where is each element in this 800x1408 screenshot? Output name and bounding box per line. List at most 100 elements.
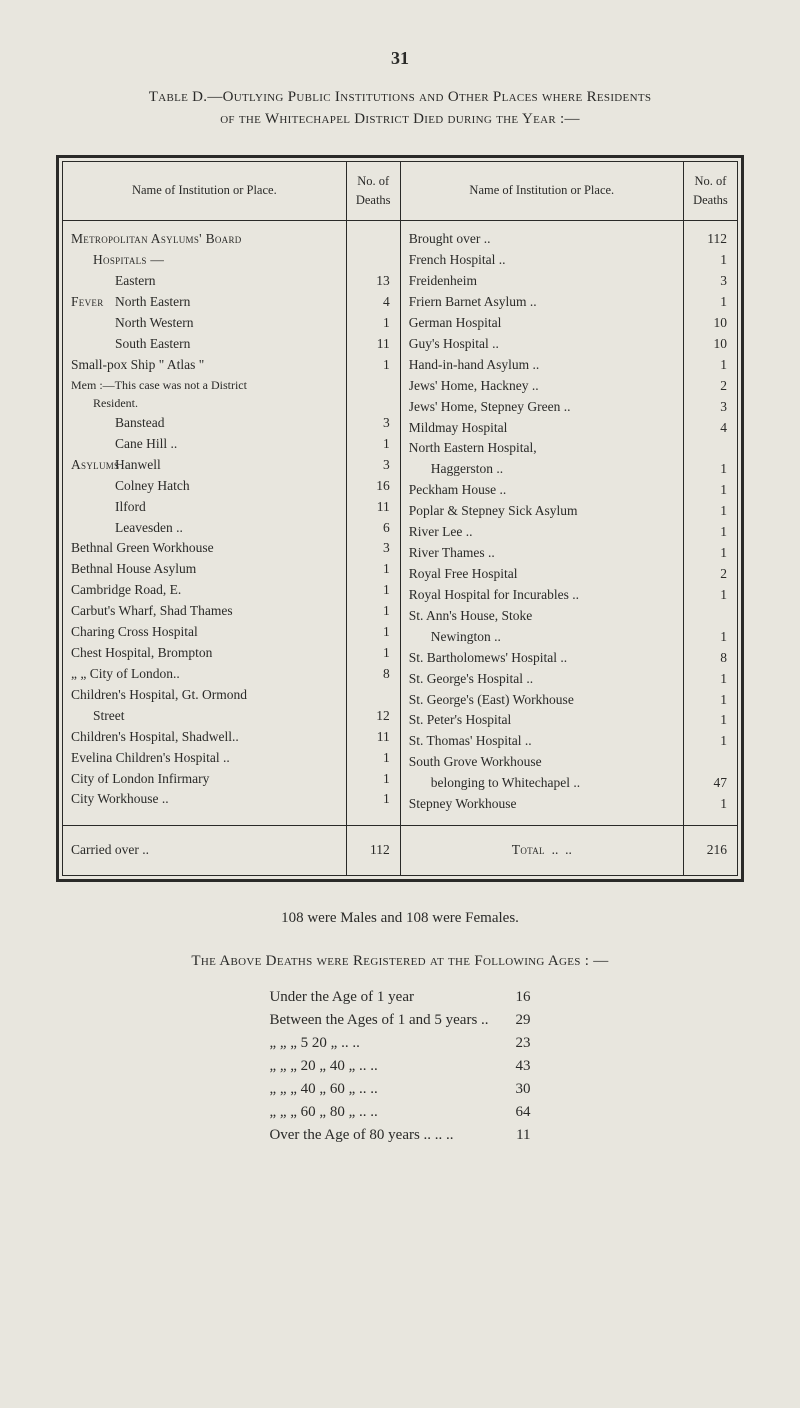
right-entry-label: German Hospital xyxy=(409,313,675,334)
left-entry-value: 11 xyxy=(353,727,390,748)
left-entry-value: 1 xyxy=(353,622,390,643)
left-entry-label: Mem :—This case was not a District xyxy=(71,376,338,395)
right-entry-label: Mildmay Hospital xyxy=(409,418,675,439)
ages-row: „ „ „ 20 „ 40 „ .. ..43 xyxy=(263,1055,536,1078)
right-entry-value: 1 xyxy=(690,669,727,690)
right-entry-value: 1 xyxy=(690,522,727,543)
right-entry-value: 4 xyxy=(690,418,727,439)
right-entry-value: 1 xyxy=(690,731,727,752)
right-entry-value: 10 xyxy=(690,334,727,355)
right-entry-value: 1 xyxy=(690,585,727,606)
table-frame-outer: Name of Institution or Place. No. of Dea… xyxy=(56,155,744,882)
left-entry-value xyxy=(353,394,390,413)
left-entry-value: 4 xyxy=(353,292,390,313)
left-entry-label: Carbut's Wharf, Shad Thames xyxy=(71,601,338,622)
right-entry-value: 1 xyxy=(690,292,727,313)
total-label-text: Total xyxy=(512,842,545,857)
right-entry-label: Brought over .. xyxy=(409,229,675,250)
page: 31 Table D.—Outlying Public Institutions… xyxy=(0,0,800,1408)
right-entry-label: Stepney Workhouse xyxy=(409,794,675,815)
right-entry-label: Friern Barnet Asylum .. xyxy=(409,292,675,313)
left-entry-label: Bethnal Green Workhouse xyxy=(71,538,338,559)
left-entry-label: Small-pox Ship " Atlas " xyxy=(71,355,338,376)
left-entry-label: Hospitals — xyxy=(71,250,338,271)
right-entry-label: St. Ann's House, Stoke xyxy=(409,606,675,627)
ages-value: 29 xyxy=(495,1009,537,1032)
right-entry-label: Royal Free Hospital xyxy=(409,564,675,585)
left-entry-value: 1 xyxy=(353,559,390,580)
left-entry-label: City Workhouse .. xyxy=(71,789,338,810)
left-entry-value: 11 xyxy=(353,334,390,355)
title-line-1: Table D.—Outlying Public Institutions an… xyxy=(149,89,652,105)
left-entry-value: 16 xyxy=(353,476,390,497)
ages-value: 16 xyxy=(495,986,537,1009)
left-entry-value: 1 xyxy=(353,643,390,664)
right-names-cell: Brought over ..French Hospital ..Freiden… xyxy=(400,221,683,826)
right-entry-label: French Hospital .. xyxy=(409,250,675,271)
right-entry-value: 8 xyxy=(690,648,727,669)
right-entry-value: 2 xyxy=(690,376,727,397)
left-entry-label: FeverNorth Eastern xyxy=(71,292,338,313)
ages-row: „ „ „ 60 „ 80 „ .. ..64 xyxy=(263,1101,536,1124)
ages-heading: The Above Deaths were Registered at the … xyxy=(56,953,744,970)
left-entry-label: Cane Hill .. xyxy=(71,434,338,455)
left-entry-value: 3 xyxy=(353,455,390,476)
right-entry-label: St. George's Hospital .. xyxy=(409,669,675,690)
left-entry-label: Leavesden .. xyxy=(71,518,338,539)
left-entry-label: Banstead xyxy=(71,413,338,434)
ages-row: Under the Age of 1 year16 xyxy=(263,986,536,1009)
right-entry-value: 3 xyxy=(690,271,727,292)
left-entry-label: „ „ City of London.. xyxy=(71,664,338,685)
left-entry-label: Metropolitan Asylums' Board xyxy=(71,229,338,250)
totals-row: Carried over .. 112 Total .. .. 216 xyxy=(63,826,737,875)
ages-row: Over the Age of 80 years .. .. ..11 xyxy=(263,1124,536,1147)
left-entry-value: 11 xyxy=(353,497,390,518)
gender-footnote: 108 were Males and 108 were Females. xyxy=(56,910,744,927)
right-entry-label: St. Bartholomews' Hospital .. xyxy=(409,648,675,669)
carried-over-value: 112 xyxy=(346,826,400,875)
left-deaths-cell: 1341111 313161163111118 1211111 xyxy=(346,221,400,826)
left-entry-value: 3 xyxy=(353,538,390,559)
col-header-name-right: Name of Institution or Place. xyxy=(400,162,683,221)
ages-row: „ „ „ 5 20 „ .. ..23 xyxy=(263,1032,536,1055)
right-entry-value: 1 xyxy=(690,710,727,731)
right-entry-label: Freidenheim xyxy=(409,271,675,292)
ages-label: Under the Age of 1 year xyxy=(263,986,494,1009)
left-entry-label: Children's Hospital, Gt. Ormond xyxy=(71,685,338,706)
right-entry-label: Newington .. xyxy=(409,627,675,648)
right-entry-label: River Thames .. xyxy=(409,543,675,564)
left-names-cell: Metropolitan Asylums' BoardHospitals —Ea… xyxy=(63,221,346,826)
left-entry-label: City of London Infirmary xyxy=(71,769,338,790)
right-entry-value: 1 xyxy=(690,459,727,480)
right-entry-value: 112 xyxy=(690,229,727,250)
right-entry-value xyxy=(690,438,727,459)
right-entry-value: 1 xyxy=(690,250,727,271)
right-entry-value: 1 xyxy=(690,627,727,648)
ages-value: 23 xyxy=(495,1032,537,1055)
left-entry-label: Chest Hospital, Brompton xyxy=(71,643,338,664)
title-line-2: of the Whitechapel District Died during … xyxy=(220,111,580,127)
carried-over-label: Carried over .. xyxy=(63,826,346,875)
left-entry-value: 12 xyxy=(353,706,390,727)
right-entry-value: 10 xyxy=(690,313,727,334)
right-entry-label: River Lee .. xyxy=(409,522,675,543)
col-header-deaths-left: No. of Deaths xyxy=(346,162,400,221)
total-label: Total .. .. xyxy=(400,826,683,875)
right-entry-label: Royal Hospital for Incurables .. xyxy=(409,585,675,606)
left-entry-value xyxy=(353,376,390,395)
right-entry-label: Poplar & Stepney Sick Asylum xyxy=(409,501,675,522)
table-body-row: Metropolitan Asylums' BoardHospitals —Ea… xyxy=(63,221,737,826)
right-entry-value: 1 xyxy=(690,480,727,501)
left-entry-value: 6 xyxy=(353,518,390,539)
left-entry-value: 1 xyxy=(353,580,390,601)
ages-value: 30 xyxy=(495,1078,537,1101)
right-entry-label: South Grove Workhouse xyxy=(409,752,675,773)
right-entry-value: 2 xyxy=(690,564,727,585)
right-entry-value: 1 xyxy=(690,690,727,711)
right-entry-label: St. George's (East) Workhouse xyxy=(409,690,675,711)
left-entry-label: Bethnal House Asylum xyxy=(71,559,338,580)
right-entry-value: 1 xyxy=(690,794,727,815)
left-entry-label: Cambridge Road, E. xyxy=(71,580,338,601)
table-frame-inner: Name of Institution or Place. No. of Dea… xyxy=(62,161,738,876)
ages-table: Under the Age of 1 year16Between the Age… xyxy=(263,986,536,1147)
